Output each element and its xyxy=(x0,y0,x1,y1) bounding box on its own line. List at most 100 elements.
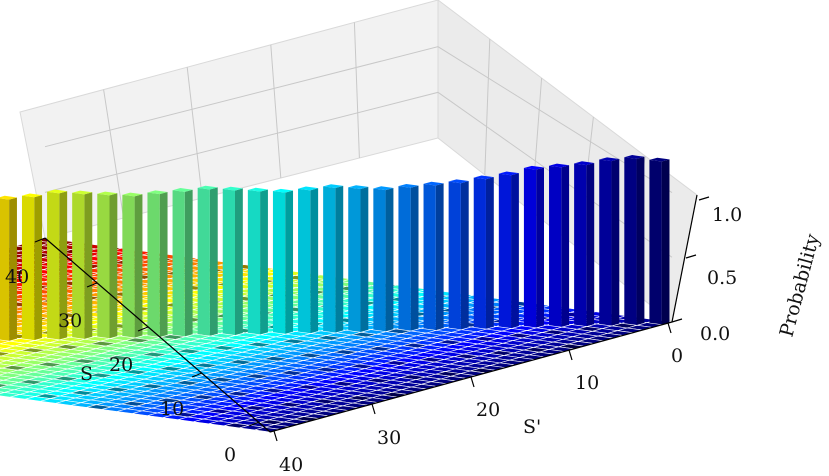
bar-top-face xyxy=(172,188,193,192)
bar-front-face xyxy=(473,177,486,329)
bar-side-face xyxy=(234,188,243,335)
bar-side-face xyxy=(184,189,193,337)
back-pane-gridline xyxy=(103,89,125,219)
s-prime-tick xyxy=(371,403,376,415)
bar-side-face xyxy=(410,185,419,331)
bar-S-25 xyxy=(21,193,43,341)
bar-front-face xyxy=(197,187,210,336)
bar-top-face xyxy=(222,186,243,191)
s-tick-label-30: 30 xyxy=(58,310,82,332)
bar-side-face xyxy=(310,188,319,334)
s-prime-tick-label-10: 10 xyxy=(575,372,599,394)
bar-side-face xyxy=(260,189,268,335)
s-tick-label-40: 40 xyxy=(5,266,29,288)
back-pane-gridline xyxy=(270,44,282,179)
bar-S-26 xyxy=(0,195,17,341)
bar-front-face xyxy=(147,192,160,337)
bar-front-face xyxy=(97,193,110,339)
bar-top-face xyxy=(97,191,118,196)
bar-front-face xyxy=(47,191,60,340)
bar-S-23 xyxy=(72,190,93,339)
bar-top-face xyxy=(624,155,645,159)
bar-side-face xyxy=(84,192,93,339)
bar-S-6 xyxy=(498,171,519,329)
bar-top-face xyxy=(348,185,369,190)
bar-side-face xyxy=(134,194,143,338)
bar-top-face xyxy=(398,184,419,188)
bar-S-7 xyxy=(473,175,494,329)
bar-S-22 xyxy=(97,191,118,339)
bar-side-face xyxy=(335,185,344,333)
bar-top-face xyxy=(423,181,444,186)
bar-S-21 xyxy=(122,192,143,338)
bar-front-face xyxy=(498,173,512,329)
s-axis-line xyxy=(44,237,271,433)
z-tick-label-1.0: 1.0 xyxy=(712,204,742,226)
bar-top-face xyxy=(47,189,68,194)
bar-top-face xyxy=(272,188,294,193)
bar-front-face xyxy=(172,190,185,337)
s-tick xyxy=(248,421,260,427)
s-prime-tick xyxy=(568,349,573,361)
bar-top-face xyxy=(72,190,93,195)
bar-S-3 xyxy=(574,161,595,327)
s-prime-tick xyxy=(470,376,475,388)
bar-side-face xyxy=(460,181,469,330)
bar-front-face xyxy=(649,159,662,325)
bar-S-16 xyxy=(247,187,268,335)
bar-S-8 xyxy=(448,179,469,330)
bar-side-face xyxy=(109,193,118,339)
bar-S-15 xyxy=(272,188,294,334)
probability-tick xyxy=(671,318,683,323)
bar-top-face xyxy=(197,185,218,190)
bar-S-17 xyxy=(222,186,243,335)
probability-axis-line xyxy=(671,194,698,323)
bar-S-0 xyxy=(649,157,670,325)
bar-top-face xyxy=(574,161,595,166)
bar-front-face xyxy=(0,198,10,341)
bar-S-10 xyxy=(398,184,419,331)
bar-front-face xyxy=(423,183,436,330)
bar-top-face xyxy=(0,195,17,200)
bar-side-face xyxy=(159,191,168,337)
right-pane-gridline xyxy=(484,38,491,175)
s-axis-label: S xyxy=(80,363,93,385)
s-prime-axis-label: S' xyxy=(523,416,541,438)
bar-front-face xyxy=(373,188,386,332)
bar-front-face xyxy=(323,186,336,333)
bar-side-face xyxy=(661,159,670,325)
bar-front-face xyxy=(348,187,361,332)
s-prime-tick xyxy=(667,322,672,334)
bar-top-face xyxy=(473,175,494,180)
bar-front-face xyxy=(72,192,85,339)
bar-side-face xyxy=(611,158,620,326)
bar-front-face xyxy=(599,159,612,326)
z-tick-label-0.0: 0.0 xyxy=(700,323,730,345)
s-prime-tick-label-30: 30 xyxy=(377,427,401,449)
bar-top-face xyxy=(323,184,344,189)
bar-top-face xyxy=(448,179,469,184)
bar-top-face xyxy=(247,187,268,192)
bar-S-1 xyxy=(624,155,645,325)
bar-front-face xyxy=(21,195,35,341)
bar-front-face xyxy=(448,181,461,330)
bar-top-face xyxy=(498,171,519,176)
bar-front-face xyxy=(247,189,261,335)
bar-front-face xyxy=(272,190,286,334)
bar-S-13 xyxy=(323,184,344,333)
bar-side-face xyxy=(209,187,218,336)
bar-front-face xyxy=(549,165,562,327)
s-prime-tick-label-0: 0 xyxy=(671,345,683,367)
bar-side-face xyxy=(536,167,544,328)
horizontal-gridline xyxy=(44,46,673,193)
s-tick xyxy=(191,372,203,378)
bar-S-2 xyxy=(599,157,620,326)
bar-top-face xyxy=(298,186,319,191)
bar-side-face xyxy=(59,191,68,340)
bar-side-face xyxy=(9,197,17,341)
bar-side-face xyxy=(435,183,444,330)
tick-marks xyxy=(34,196,710,442)
bar-S-18 xyxy=(197,185,218,336)
